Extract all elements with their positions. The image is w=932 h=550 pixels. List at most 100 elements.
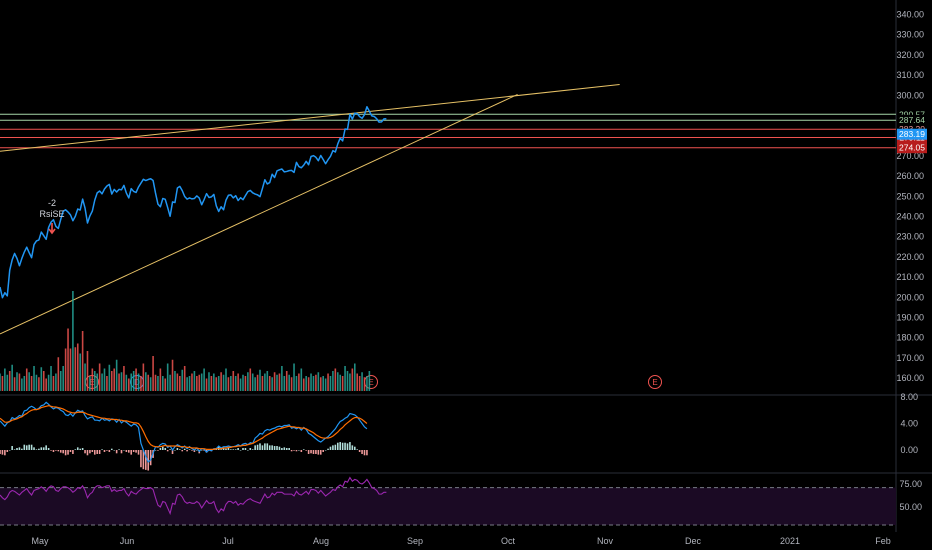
macd-histogram-bar	[135, 450, 137, 453]
volume-bar	[288, 374, 290, 391]
time-axis-tick-label: Nov	[597, 536, 614, 546]
price-axis-tick-label: 310.00	[896, 70, 924, 80]
macd-histogram-bar	[332, 445, 334, 450]
grid	[0, 0, 932, 532]
volume-bar	[35, 374, 38, 391]
volume-bar	[186, 377, 188, 391]
volume-bar	[55, 373, 57, 391]
macd-histogram-bar	[64, 450, 67, 456]
macd-histogram-bar	[261, 445, 264, 450]
macd-histogram-bar	[127, 450, 130, 453]
volume-bar	[18, 373, 21, 391]
volume-bar	[115, 359, 118, 391]
volume-bar	[137, 373, 140, 391]
macd-histogram-bar	[302, 449, 305, 450]
macd-histogram-bar	[307, 450, 310, 454]
volume-bar	[132, 371, 135, 391]
volume-bar	[183, 366, 186, 391]
trendline[interactable]	[0, 93, 518, 335]
macd-histogram-bar	[293, 450, 295, 451]
event-marker-letter: E	[652, 378, 657, 387]
volume-bar	[322, 376, 324, 391]
volume-bar	[353, 363, 356, 391]
volume-bar	[315, 374, 317, 391]
macd-histogram-bar	[106, 450, 108, 451]
macd-histogram-bar	[295, 450, 298, 452]
volume-bar	[249, 368, 252, 391]
volume-bar	[64, 348, 67, 391]
macd-histogram-bar	[319, 450, 322, 455]
volume-bar	[91, 368, 94, 391]
macd-histogram-bar	[13, 449, 16, 450]
macd-histogram-bar	[239, 450, 242, 451]
volume-bar	[188, 376, 191, 391]
last-price-tag[interactable]: 283.19	[897, 128, 927, 140]
price-axis-tick-label: 230.00	[896, 232, 924, 242]
volume-bar	[171, 359, 174, 391]
earnings-marker-icon[interactable]: E	[648, 375, 662, 389]
macd-histogram-bar	[101, 449, 103, 450]
volume-bar	[135, 368, 137, 391]
macd-histogram-bar	[361, 450, 363, 454]
macd-histogram-bar	[147, 450, 150, 471]
volume-bar	[11, 364, 13, 391]
volume-bar	[179, 376, 181, 391]
macd-histogram-bar	[344, 442, 346, 450]
macd-histogram-bar	[23, 444, 26, 450]
macd-histogram-bar	[45, 445, 47, 450]
price-axis-tick-label: 200.00	[896, 292, 924, 302]
macd-histogram-bar	[166, 450, 169, 452]
volume-bar	[234, 376, 237, 391]
volume-bar	[254, 377, 256, 391]
level-price-tag[interactable]: 274.05	[897, 142, 927, 154]
macd-histogram-bar	[341, 442, 344, 450]
macd-histogram-bar	[120, 450, 123, 454]
volume-bar	[169, 374, 171, 391]
volume-bar	[142, 363, 145, 391]
rsi-line[interactable]	[0, 476, 387, 516]
time-axis-tick-label: Aug	[313, 536, 329, 546]
axes[interactable]: 340.00330.00320.00310.00300.00290.00280.…	[31, 9, 927, 546]
macd-histogram-bar	[93, 450, 96, 455]
volume-panel	[0, 291, 371, 391]
volume-bar	[74, 347, 77, 391]
macd-histogram-bar	[86, 450, 89, 456]
volume-bar	[28, 372, 30, 391]
level-price-tag[interactable]: 287.64	[897, 114, 927, 126]
price-line[interactable]	[0, 106, 387, 299]
macd-histogram-bar	[72, 450, 74, 454]
volume-bar	[336, 372, 339, 391]
volume-bar	[181, 369, 184, 391]
volume-bar	[30, 376, 33, 391]
volume-bar	[162, 376, 164, 391]
macd-histogram-bar	[281, 448, 283, 450]
volume-bar	[149, 377, 152, 391]
macd-histogram-bar	[285, 448, 288, 450]
rsi-panel	[0, 476, 896, 526]
macd-histogram-bar	[181, 450, 184, 452]
sell-signal-arrow-icon[interactable]	[48, 223, 56, 235]
macd-histogram-bar	[310, 450, 312, 454]
volume-bar	[4, 368, 6, 391]
macd-histogram-bar	[300, 450, 303, 452]
volume-bar	[290, 377, 293, 391]
volume-bar	[159, 368, 162, 391]
macd-histogram-bar	[162, 446, 164, 450]
volume-bar	[62, 366, 64, 391]
time-axis-tick-label: Jun	[120, 536, 135, 546]
volume-bar	[108, 364, 111, 391]
earnings-marker-icon[interactable]: E	[364, 375, 378, 389]
volume-bar	[101, 373, 103, 391]
macd-histogram-bar	[123, 450, 125, 451]
macd-histogram-bar	[356, 449, 359, 450]
macd-histogram-bar	[251, 449, 254, 450]
macd-histogram-bar	[363, 450, 366, 456]
volume-bar	[276, 374, 278, 391]
volume-bar	[84, 363, 86, 391]
macd-histogram-bar	[176, 448, 179, 450]
level-price-tag[interactable]: 290.57	[897, 108, 927, 120]
trendline[interactable]	[0, 84, 620, 152]
macd-histogram-bar	[174, 450, 176, 451]
macd-signal-line[interactable]	[0, 404, 368, 450]
macd-histogram-bar	[6, 450, 9, 452]
